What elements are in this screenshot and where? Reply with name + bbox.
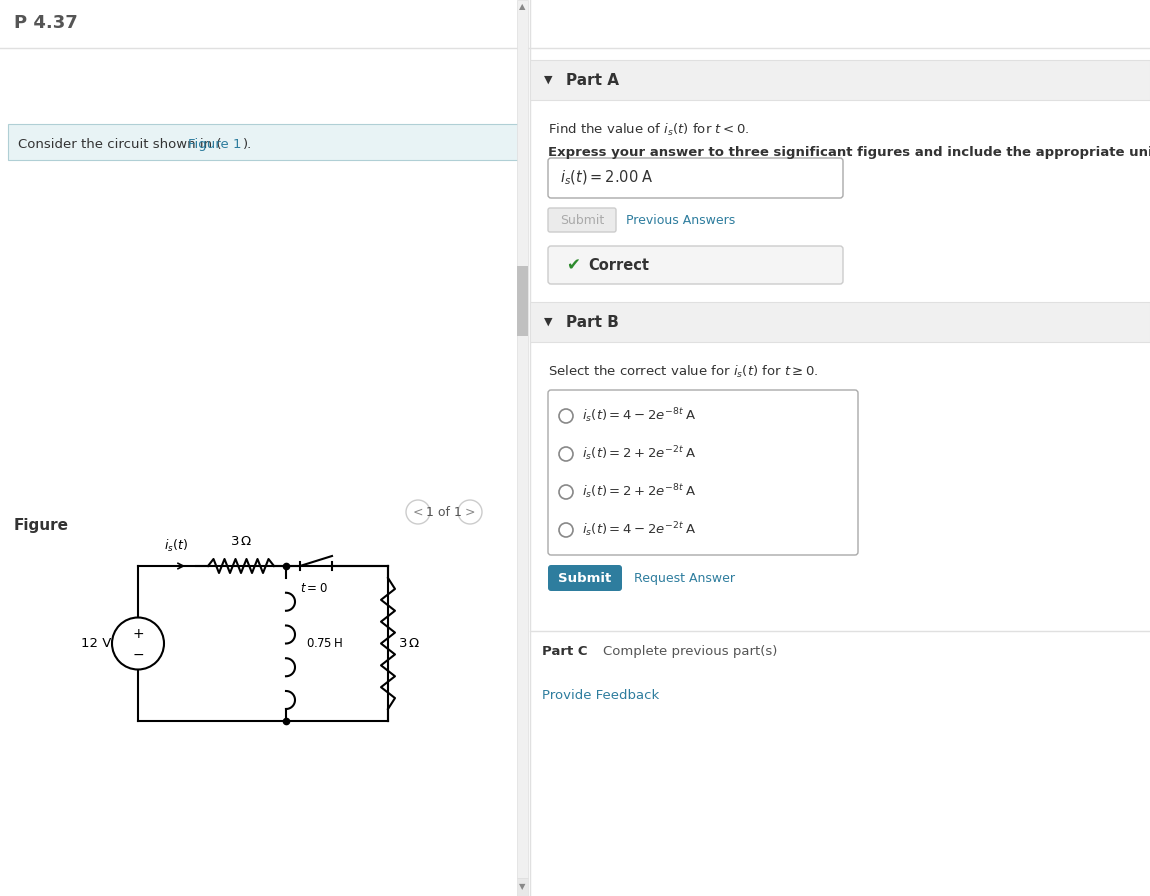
- FancyBboxPatch shape: [549, 390, 858, 555]
- FancyBboxPatch shape: [549, 208, 616, 232]
- Text: Select the correct value for $i_s(t)$ for $t \geq 0$.: Select the correct value for $i_s(t)$ fo…: [549, 364, 819, 380]
- Text: 12 V: 12 V: [81, 637, 112, 650]
- Circle shape: [559, 485, 573, 499]
- Text: $i_s(t) = 4 - 2e^{-2t}\;\mathrm{A}$: $i_s(t) = 4 - 2e^{-2t}\;\mathrm{A}$: [582, 521, 697, 539]
- Text: $t=0$: $t=0$: [300, 582, 328, 595]
- Text: Find the value of $i_s(t)$ for $t < 0$.: Find the value of $i_s(t)$ for $t < 0$.: [549, 122, 750, 138]
- Bar: [530, 60, 1150, 100]
- Text: >: >: [465, 505, 475, 519]
- Text: Submit: Submit: [560, 213, 604, 227]
- Text: Complete previous part(s): Complete previous part(s): [603, 645, 777, 658]
- Circle shape: [559, 447, 573, 461]
- Circle shape: [559, 409, 573, 423]
- Text: P 4.37: P 4.37: [14, 14, 78, 32]
- Text: Consider the circuit shown in (: Consider the circuit shown in (: [18, 138, 222, 151]
- Circle shape: [559, 523, 573, 537]
- Bar: [518, 266, 528, 336]
- Circle shape: [406, 500, 430, 524]
- Text: ▼: ▼: [520, 883, 526, 892]
- Text: Previous Answers: Previous Answers: [626, 213, 735, 227]
- Text: Provide Feedback: Provide Feedback: [542, 689, 659, 702]
- Text: Figure: Figure: [14, 518, 69, 533]
- Bar: [518, 0, 528, 878]
- Text: 1 of 1: 1 of 1: [426, 505, 462, 519]
- Text: $i_s(t) = 4 - 2e^{-8t}\;\mathrm{A}$: $i_s(t) = 4 - 2e^{-8t}\;\mathrm{A}$: [582, 407, 697, 426]
- Text: $3\,\Omega$: $3\,\Omega$: [230, 535, 252, 548]
- Text: Correct: Correct: [588, 257, 649, 272]
- Circle shape: [112, 617, 164, 669]
- Bar: [530, 302, 1150, 342]
- Bar: [518, 878, 528, 896]
- Text: ▲: ▲: [520, 2, 526, 11]
- Text: Request Answer: Request Answer: [634, 572, 735, 584]
- Text: $3\,\Omega$: $3\,\Omega$: [398, 637, 420, 650]
- Bar: [8, 124, 522, 160]
- Text: Express your answer to three significant figures and include the appropriate uni: Express your answer to three significant…: [549, 146, 1150, 159]
- Text: Part B: Part B: [566, 314, 619, 330]
- Text: ).: ).: [243, 138, 252, 151]
- Text: $i_s(t) = 2 + 2e^{-8t}\;\mathrm{A}$: $i_s(t) = 2 + 2e^{-8t}\;\mathrm{A}$: [582, 483, 697, 502]
- Text: +: +: [132, 626, 144, 641]
- Text: Part C: Part C: [542, 645, 588, 658]
- Circle shape: [458, 500, 482, 524]
- Text: ▼: ▼: [544, 75, 552, 85]
- FancyBboxPatch shape: [549, 565, 622, 591]
- FancyBboxPatch shape: [549, 246, 843, 284]
- Text: $i_s(t)$: $i_s(t)$: [164, 538, 187, 554]
- Text: $0.75\,\mathrm{H}$: $0.75\,\mathrm{H}$: [306, 637, 343, 650]
- Text: $i_s(t) = 2.00\;\mathrm{A}$: $i_s(t) = 2.00\;\mathrm{A}$: [560, 168, 653, 187]
- Text: Figure 1: Figure 1: [187, 138, 242, 151]
- Text: ▼: ▼: [544, 317, 552, 327]
- Text: <: <: [413, 505, 423, 519]
- Text: Part A: Part A: [566, 73, 619, 88]
- FancyBboxPatch shape: [549, 158, 843, 198]
- Bar: [530, 100, 1150, 896]
- Text: Submit: Submit: [559, 572, 612, 584]
- Text: −: −: [132, 648, 144, 661]
- Text: $i_s(t) = 2 + 2e^{-2t}\;\mathrm{A}$: $i_s(t) = 2 + 2e^{-2t}\;\mathrm{A}$: [582, 444, 697, 463]
- Text: ✔: ✔: [566, 256, 580, 274]
